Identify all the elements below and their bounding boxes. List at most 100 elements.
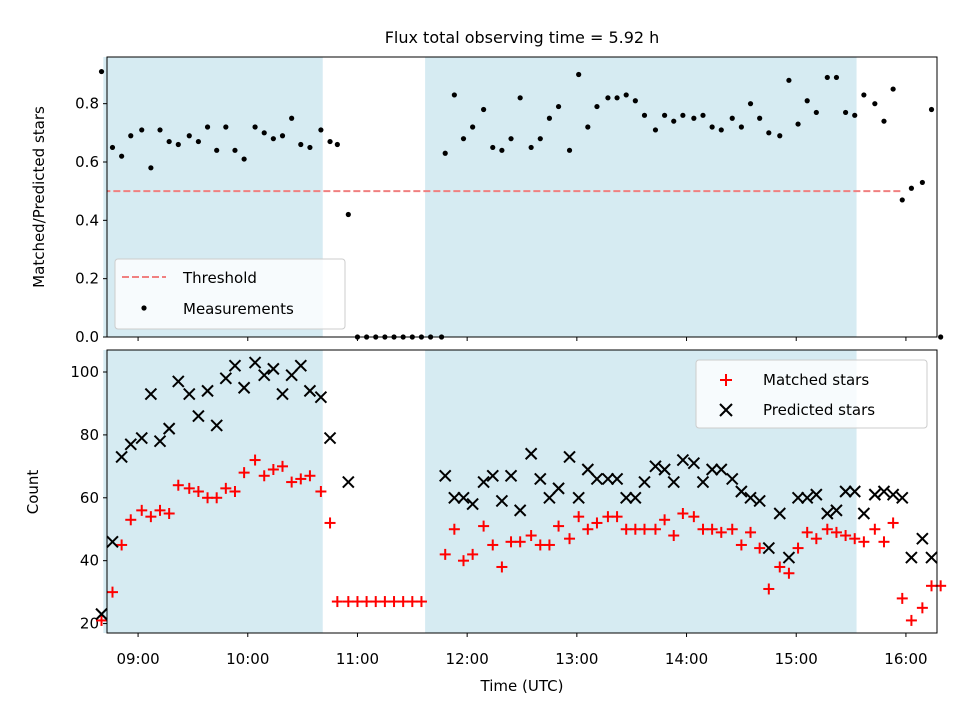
- x-tick-label: 12:00: [446, 650, 489, 668]
- y-tick-label: 0.6: [75, 153, 99, 171]
- predicted-star-point: [267, 362, 280, 376]
- predicted-star-point: [323, 431, 337, 445]
- measurement-point: [899, 197, 905, 203]
- predicted-star-point: [135, 431, 148, 445]
- matched-star-point: [136, 504, 148, 516]
- matched-star-point: [659, 514, 671, 526]
- x-tick-label: 15:00: [775, 650, 818, 668]
- measurement-point: [813, 109, 819, 116]
- measurement-point: [555, 103, 562, 110]
- measurement-point: [680, 112, 686, 118]
- predicted-star-point: [676, 453, 690, 467]
- measurement-point: [594, 103, 600, 110]
- measurement-point: [881, 118, 887, 124]
- y-tick-label: 100: [70, 363, 99, 381]
- matched-star-point: [726, 523, 738, 535]
- predicted-star-point: [925, 551, 938, 564]
- matched-star-point: [591, 517, 603, 529]
- x-tick-label: 09:00: [116, 650, 159, 668]
- measurement-point: [938, 334, 944, 340]
- measurement-point: [605, 95, 611, 101]
- measurement-point: [270, 136, 276, 142]
- matched-star-point: [267, 463, 279, 475]
- measurement-point: [729, 115, 735, 121]
- measurement-point: [261, 130, 267, 136]
- measurement-point: [537, 136, 543, 142]
- predicted-star-point: [896, 491, 909, 504]
- predicted-star-point: [201, 384, 214, 398]
- matched-star-point: [96, 614, 108, 626]
- measurement-point: [890, 86, 896, 92]
- matched-star-point: [315, 486, 327, 497]
- top-y-axis: 0.0 0.2 0.4 0.6 0.8: [75, 95, 107, 346]
- matched-star-point: [869, 523, 881, 535]
- measurement-point: [718, 127, 724, 133]
- predicted-star-point: [601, 472, 615, 486]
- predicted-star-point: [800, 491, 814, 504]
- matched-star-point: [467, 548, 479, 560]
- top-legend: Threshold Measurements: [114, 258, 346, 330]
- matched-star-point: [582, 523, 594, 535]
- measurement-point: [109, 144, 116, 151]
- measurement-point: [128, 133, 134, 139]
- measurement-point: [175, 141, 181, 148]
- predicted-star-point: [342, 475, 355, 489]
- matched-star-point: [220, 482, 232, 494]
- predicted-star-point: [687, 456, 701, 470]
- matched-star-point: [163, 508, 175, 520]
- bottom-legend: Matched stars Predicted stars: [695, 359, 928, 429]
- x-axis-label: Time (UTC): [480, 677, 564, 695]
- legend-measurements-swatch: [141, 305, 147, 311]
- measurement-point: [490, 144, 496, 151]
- y-tick-label: 40: [80, 552, 99, 570]
- matched-star-point: [801, 526, 813, 538]
- matched-star-point: [905, 614, 917, 626]
- predicted-star-point: [696, 475, 710, 489]
- predicted-star-point: [744, 491, 757, 504]
- matched-star-point: [457, 555, 469, 567]
- measurement-point: [786, 77, 792, 83]
- predicted-star-point: [457, 491, 470, 504]
- measurement-point: [585, 124, 591, 130]
- measurement-point: [641, 112, 648, 118]
- top-legend-frame: [114, 258, 346, 330]
- measurement-point: [652, 127, 659, 133]
- matched-star-point: [478, 520, 490, 532]
- x-tick-label: 11:00: [336, 650, 379, 668]
- matched-star-point: [415, 596, 427, 608]
- measurement-point: [470, 124, 476, 130]
- measurement-point: [98, 68, 105, 75]
- measurement-point: [747, 101, 754, 107]
- bottom-y-axis: 20 40 60 80 100: [70, 363, 107, 633]
- matched-star-point: [688, 511, 700, 523]
- matched-star-point: [439, 548, 451, 560]
- measurement-point: [307, 144, 313, 151]
- top-axes-frame: [106, 56, 938, 338]
- measurement-point: [804, 98, 810, 104]
- predicted-star-point: [144, 387, 158, 401]
- measurement-point: [614, 95, 620, 101]
- matched-star-point: [858, 536, 870, 548]
- predicted-star-point: [753, 494, 766, 508]
- matched-star-point: [745, 526, 757, 538]
- matched-star-point: [238, 467, 250, 479]
- y-tick-label: 0.4: [75, 211, 99, 229]
- predicted-star-point: [504, 469, 518, 482]
- measurements-layer: [98, 68, 944, 340]
- predicted-star-point: [106, 535, 119, 549]
- top-x-axis: [137, 337, 907, 341]
- predicted-star-point: [839, 485, 852, 498]
- predicted-star-point: [821, 507, 834, 520]
- matched-star-point: [668, 530, 680, 542]
- matched-star-point: [496, 561, 508, 573]
- top-shaded-regions: [103, 57, 857, 337]
- measurement-point: [861, 92, 867, 98]
- legend-matched-swatch: [720, 374, 732, 386]
- predicted-star-point: [192, 409, 205, 423]
- predicted-star-point: [534, 472, 547, 486]
- y-tick-label: 80: [80, 426, 99, 444]
- top-y-axis-label: Matched/Predicted stars: [30, 106, 48, 288]
- matched-star-point: [487, 539, 499, 551]
- observing-interval: [425, 57, 857, 337]
